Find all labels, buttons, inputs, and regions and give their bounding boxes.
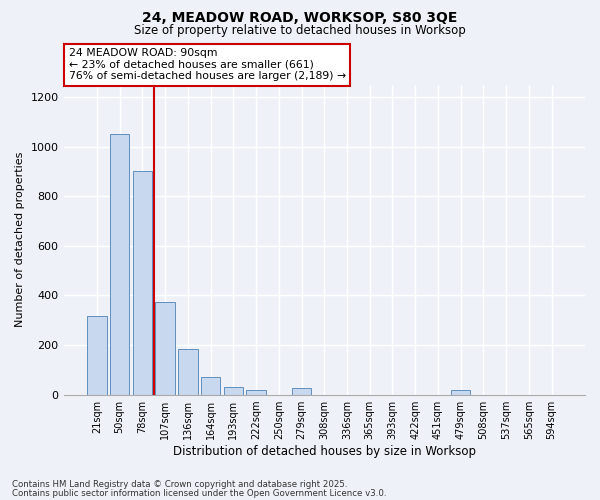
Bar (133, 172, 152, 394)
Bar (224, 387, 243, 394)
Text: Contains HM Land Registry data © Crown copyright and database right 2025.: Contains HM Land Registry data © Crown c… (12, 480, 347, 489)
Bar (110, 134, 130, 394)
Bar (201, 377, 220, 394)
Bar (451, 390, 470, 394)
Bar (155, 302, 175, 394)
Text: 24 MEADOW ROAD: 90sqm
← 23% of detached houses are smaller (661)
76% of semi-det: 24 MEADOW ROAD: 90sqm ← 23% of detached … (69, 48, 346, 82)
X-axis label: Distribution of detached houses by size in Worksop: Distribution of detached houses by size … (173, 444, 476, 458)
Text: Contains public sector information licensed under the Open Government Licence v3: Contains public sector information licen… (12, 488, 386, 498)
Text: 24, MEADOW ROAD, WORKSOP, S80 3QE: 24, MEADOW ROAD, WORKSOP, S80 3QE (142, 11, 458, 25)
Text: Size of property relative to detached houses in Worksop: Size of property relative to detached ho… (134, 24, 466, 37)
Bar (87, 316, 107, 394)
Y-axis label: Number of detached properties: Number of detached properties (15, 152, 25, 328)
Bar (247, 390, 266, 394)
Bar (178, 348, 197, 395)
Bar (292, 388, 311, 394)
